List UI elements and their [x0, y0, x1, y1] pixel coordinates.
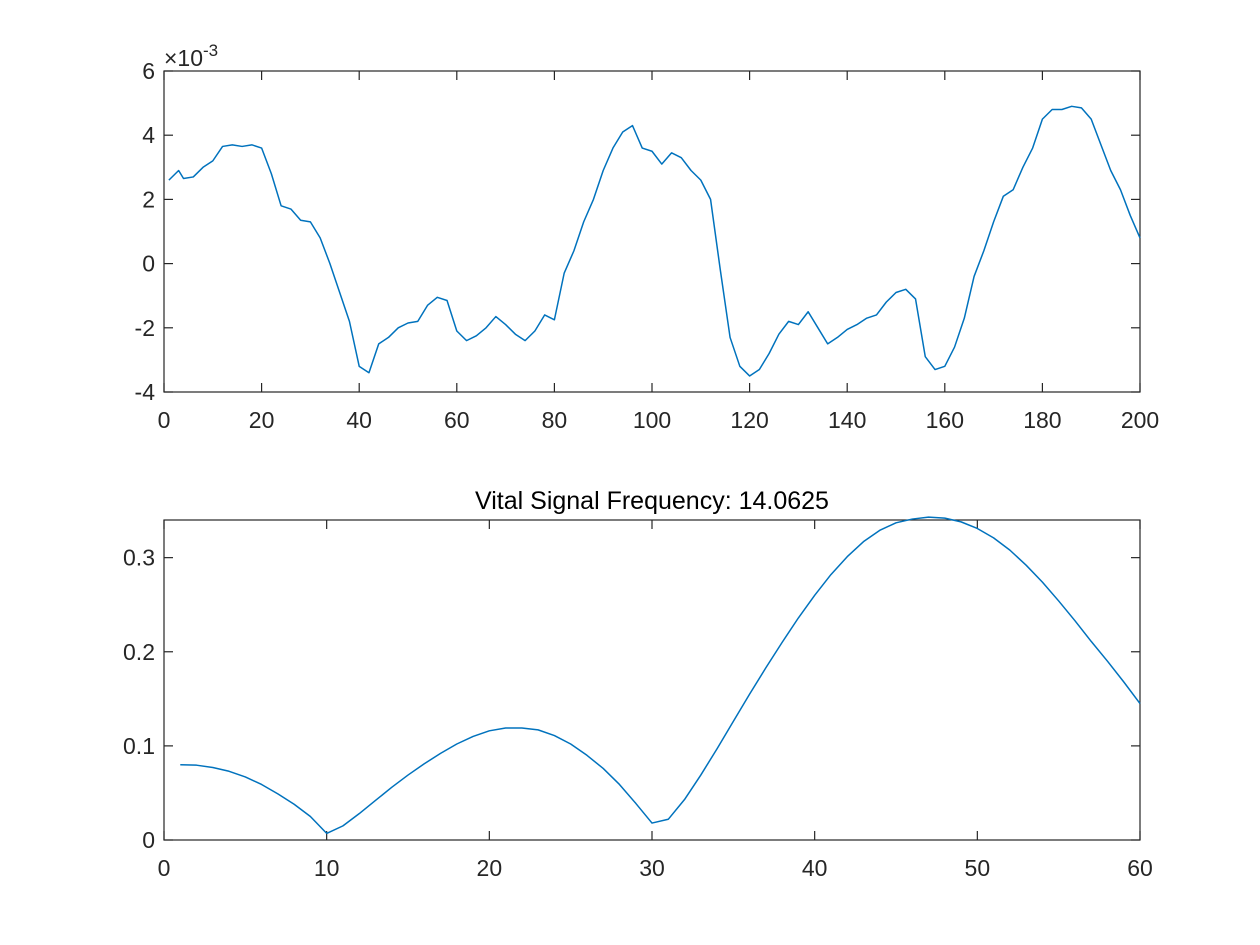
bottom-y-tick-label: 0.2 — [123, 639, 155, 665]
bottom-x-tick-label: 60 — [1127, 855, 1153, 881]
top-x-tick-label: 180 — [1023, 407, 1061, 433]
bottom-x-tick-label: 20 — [477, 855, 503, 881]
top-tick-group: 0 20 40 60 80 100 120 140 160 180 200 -4 -2 0 2 4 6 — [135, 58, 1160, 433]
bottom-axes: 0 10 20 30 40 50 60 0 0.1 0.2 0.3 Vital Signal Fre… — [123, 487, 1153, 881]
bottom-x-tick-label: 10 — [314, 855, 340, 881]
top-y-exponent: ×10-3 — [164, 41, 218, 71]
top-x-tick-label: 0 — [158, 407, 171, 433]
top-y-tick-label: -4 — [135, 379, 156, 405]
bottom-x-tick-label: 0 — [158, 855, 171, 881]
bottom-x-tick-label: 50 — [965, 855, 991, 881]
top-x-tick-label: 120 — [730, 407, 768, 433]
top-x-tick-label: 80 — [542, 407, 568, 433]
bottom-chart-title: Vital Signal Frequency: 14.0625 — [475, 487, 829, 515]
top-y-tick-label: 6 — [142, 58, 155, 84]
top-signal-line — [168, 105, 1141, 377]
top-y-exponent-base: ×10 — [164, 45, 203, 71]
top-y-tick-label: 4 — [142, 122, 155, 148]
top-axes: 0 20 40 60 80 100 120 140 160 180 200 -4 -2 0 2 4 6 ×10-… — [135, 41, 1160, 433]
bottom-x-tick-label: 30 — [639, 855, 665, 881]
top-x-tick-label: 20 — [249, 407, 275, 433]
bottom-plot-area — [163, 519, 1141, 841]
top-x-tick-label: 60 — [444, 407, 470, 433]
bottom-y-tick-label: 0.1 — [123, 733, 155, 759]
bottom-y-tick-label: 0.3 — [123, 545, 155, 571]
bottom-spectrum-line — [180, 516, 1141, 835]
top-y-tick-label: 0 — [142, 251, 155, 277]
top-x-tick-label: 40 — [346, 407, 372, 433]
top-x-tick-label: 140 — [828, 407, 866, 433]
top-y-tick-label: 2 — [142, 186, 155, 212]
top-y-exponent-power: -3 — [203, 41, 218, 60]
top-x-tick-label: 200 — [1121, 407, 1159, 433]
bottom-y-tick-label: 0 — [142, 827, 155, 853]
top-x-tick-label: 100 — [633, 407, 671, 433]
top-y-tick-label: -2 — [135, 315, 155, 341]
top-x-tick-label: 160 — [926, 407, 964, 433]
bottom-tick-group: 0 10 20 30 40 50 60 0 0.1 0.2 0.3 — [123, 520, 1153, 881]
bottom-x-tick-label: 40 — [802, 855, 828, 881]
top-plot-area — [163, 70, 1141, 393]
